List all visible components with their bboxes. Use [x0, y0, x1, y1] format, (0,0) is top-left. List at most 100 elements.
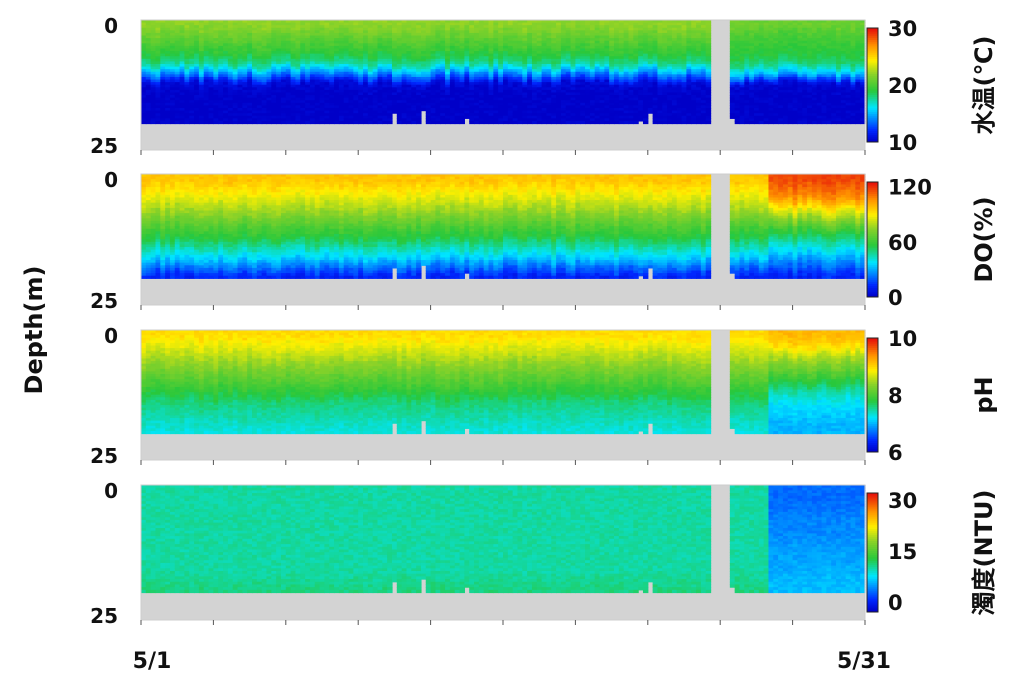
- heatmap-cell: [237, 97, 243, 101]
- heatmap-cell: [435, 82, 441, 86]
- heatmap-cell: [232, 53, 239, 57]
- heatmap-cell: [314, 66, 321, 70]
- heatmap-cell: [169, 120, 176, 125]
- heatmap-cell: [338, 22, 345, 26]
- heatmap-cell: [242, 69, 248, 73]
- heatmap-cell: [353, 74, 359, 78]
- heatmap-cell: [642, 120, 649, 125]
- heatmap-cell: [416, 22, 422, 26]
- heatmap-cell: [305, 100, 311, 104]
- heatmap-cell: [483, 100, 490, 104]
- heatmap-cell: [141, 66, 147, 70]
- heatmap-cell: [474, 61, 480, 65]
- heatmap-cell: [218, 113, 224, 117]
- heatmap-cell: [179, 25, 186, 29]
- heatmap-cell: [667, 120, 673, 125]
- heatmap-cell: [271, 56, 277, 60]
- heatmap-cell: [401, 115, 408, 119]
- heatmap-cell: [493, 76, 499, 81]
- heatmap-cell: [560, 25, 567, 29]
- heatmap-cell: [474, 92, 480, 96]
- heatmap-cell: [184, 25, 190, 29]
- heatmap-cell: [551, 102, 557, 106]
- heatmap-cell: [507, 120, 514, 125]
- heatmap-cell: [271, 71, 277, 75]
- heatmap-cell: [194, 22, 200, 26]
- heatmap-cell: [445, 64, 451, 68]
- heatmap-cell: [531, 56, 538, 60]
- heatmap-cell: [454, 25, 461, 29]
- heatmap-cell: [382, 66, 388, 70]
- heatmap-cell: [575, 51, 581, 55]
- heatmap-cell: [223, 64, 229, 68]
- heatmap-cell: [203, 43, 210, 47]
- heatmap-cell: [498, 100, 504, 104]
- heatmap-cell: [367, 22, 374, 26]
- heatmap-cell: [247, 95, 253, 99]
- heatmap-cell: [396, 35, 403, 39]
- heatmap-cell: [165, 107, 171, 112]
- heatmap-cell: [435, 32, 441, 37]
- heatmap-cell: [420, 92, 427, 96]
- heatmap-cell: [522, 120, 528, 125]
- heatmap-cell: [266, 20, 272, 24]
- heatmap-cell: [498, 107, 504, 112]
- heatmap-cell: [372, 22, 379, 26]
- heatmap-cell: [319, 27, 326, 31]
- heatmap-cell: [343, 20, 350, 24]
- heatmap-cell: [396, 100, 403, 104]
- heatmap-cell: [358, 105, 364, 109]
- heatmap-cell: [290, 51, 297, 55]
- heatmap-cell: [329, 79, 335, 83]
- heatmap-cell: [377, 20, 383, 24]
- heatmap-cell: [169, 35, 176, 39]
- heatmap-cell: [488, 45, 494, 50]
- heatmap-cell: [256, 66, 263, 70]
- heatmap-cell: [483, 102, 490, 106]
- heatmap-cell: [565, 71, 572, 75]
- heatmap-cell: [454, 35, 461, 39]
- heatmap-cell: [280, 92, 287, 96]
- heatmap-cell: [338, 32, 345, 37]
- heatmap-cell: [155, 51, 161, 55]
- heatmap-cell: [382, 35, 388, 39]
- heatmap-cell: [440, 71, 446, 75]
- heatmap-cell: [599, 32, 605, 37]
- heatmap-cell: [382, 97, 388, 101]
- heatmap-cell: [493, 64, 499, 68]
- heatmap-cell: [324, 115, 330, 119]
- heatmap-cell: [237, 102, 243, 106]
- heatmap-cell: [541, 120, 548, 125]
- heatmap-cell: [208, 89, 214, 94]
- heatmap-cell: [348, 92, 354, 96]
- heatmap-cell: [560, 87, 567, 91]
- heatmap-cell: [227, 95, 234, 99]
- heatmap-cell: [546, 48, 552, 52]
- heatmap-cell: [309, 82, 316, 86]
- heatmap-cell: [589, 61, 596, 65]
- heatmap-cell: [319, 66, 326, 70]
- heatmap-cell: [449, 100, 456, 104]
- heatmap-cell: [334, 56, 340, 60]
- heatmap-cell: [358, 87, 364, 91]
- heatmap-cell: [391, 84, 398, 88]
- heatmap-cell: [454, 43, 461, 47]
- heatmap-cell: [184, 45, 190, 50]
- heatmap-cell: [295, 43, 301, 47]
- heatmap-cell: [512, 110, 519, 114]
- heatmap-cell: [517, 113, 523, 117]
- heatmap-cell: [440, 35, 446, 39]
- heatmap-cell: [174, 30, 181, 34]
- heatmap-cell: [338, 76, 345, 81]
- heatmap-cell: [527, 76, 533, 81]
- heatmap-cell: [338, 71, 345, 75]
- heatmap-cell: [565, 120, 572, 125]
- heatmap-cell: [570, 43, 576, 47]
- heatmap-cell: [208, 120, 214, 125]
- heatmap-cell: [556, 118, 562, 122]
- heatmap-cell: [261, 71, 268, 75]
- heatmap-cell: [565, 43, 572, 47]
- heatmap-cell: [464, 58, 470, 63]
- heatmap-cell: [445, 20, 451, 24]
- heatmap-cell: [252, 74, 258, 78]
